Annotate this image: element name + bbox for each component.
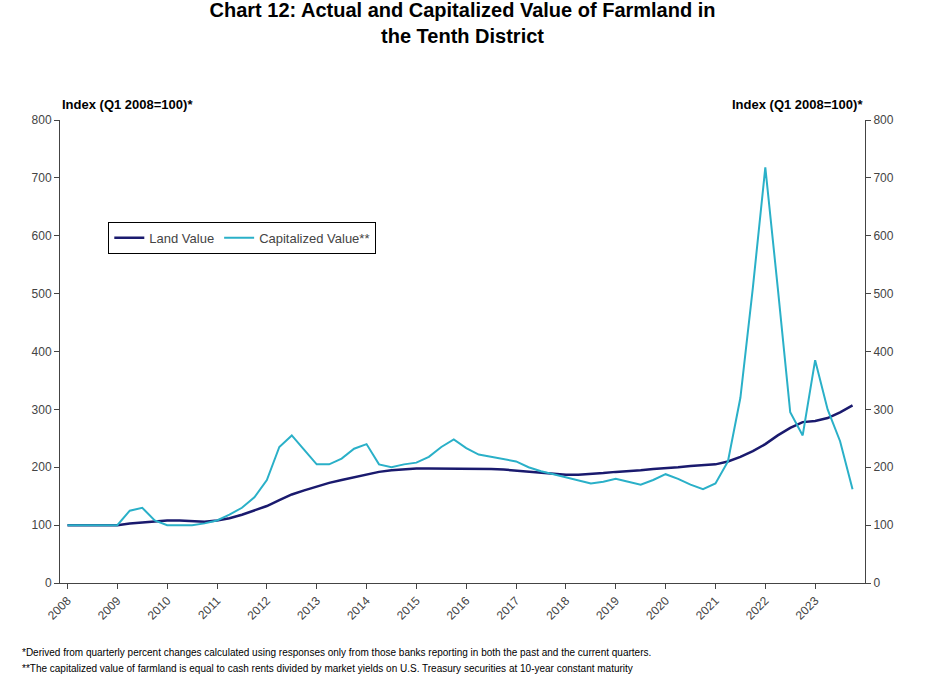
svg-text:700: 700 <box>873 171 893 185</box>
svg-text:Land Value: Land Value <box>149 231 214 246</box>
svg-text:400: 400 <box>873 345 893 359</box>
svg-text:2016: 2016 <box>444 594 473 623</box>
svg-text:2015: 2015 <box>394 594 423 623</box>
svg-text:0: 0 <box>45 576 52 590</box>
svg-text:800: 800 <box>873 113 893 127</box>
svg-text:2022: 2022 <box>743 594 772 623</box>
svg-text:2018: 2018 <box>544 594 573 623</box>
svg-text:600: 600 <box>32 229 52 243</box>
svg-text:2008: 2008 <box>45 594 74 623</box>
svg-text:100: 100 <box>873 518 893 532</box>
svg-text:2013: 2013 <box>294 594 323 623</box>
svg-text:2011: 2011 <box>195 594 223 622</box>
svg-text:2010: 2010 <box>145 594 174 623</box>
svg-text:500: 500 <box>873 287 893 301</box>
svg-text:700: 700 <box>32 171 52 185</box>
svg-text:Index (Q1 2008=100)*: Index (Q1 2008=100)* <box>732 97 863 112</box>
svg-text:200: 200 <box>32 460 52 474</box>
svg-text:2020: 2020 <box>643 594 672 623</box>
svg-text:300: 300 <box>32 403 52 417</box>
svg-text:2012: 2012 <box>244 594 273 623</box>
svg-text:200: 200 <box>873 460 893 474</box>
svg-text:Chart 12: Actual and Capitaliz: Chart 12: Actual and Capitalized Value o… <box>209 0 715 47</box>
svg-text:600: 600 <box>873 229 893 243</box>
svg-text:2017: 2017 <box>494 594 523 623</box>
svg-text:800: 800 <box>32 113 52 127</box>
svg-text:2021: 2021 <box>693 594 722 623</box>
svg-text:2009: 2009 <box>95 594 124 623</box>
svg-text:300: 300 <box>873 403 893 417</box>
svg-text:Capitalized Value**: Capitalized Value** <box>259 231 369 246</box>
svg-text:100: 100 <box>32 518 52 532</box>
svg-text:400: 400 <box>32 345 52 359</box>
svg-text:2014: 2014 <box>344 594 373 623</box>
svg-text:500: 500 <box>32 287 52 301</box>
svg-text:**The capitalized value of far: **The capitalized value of farmland is e… <box>22 663 633 674</box>
svg-text:*Derived from quarterly percen: *Derived from quarterly percent changes … <box>22 647 651 658</box>
svg-text:Index (Q1 2008=100)*: Index (Q1 2008=100)* <box>62 97 193 112</box>
svg-text:2019: 2019 <box>593 594 622 623</box>
svg-text:2023: 2023 <box>793 594 822 623</box>
svg-text:0: 0 <box>873 576 880 590</box>
